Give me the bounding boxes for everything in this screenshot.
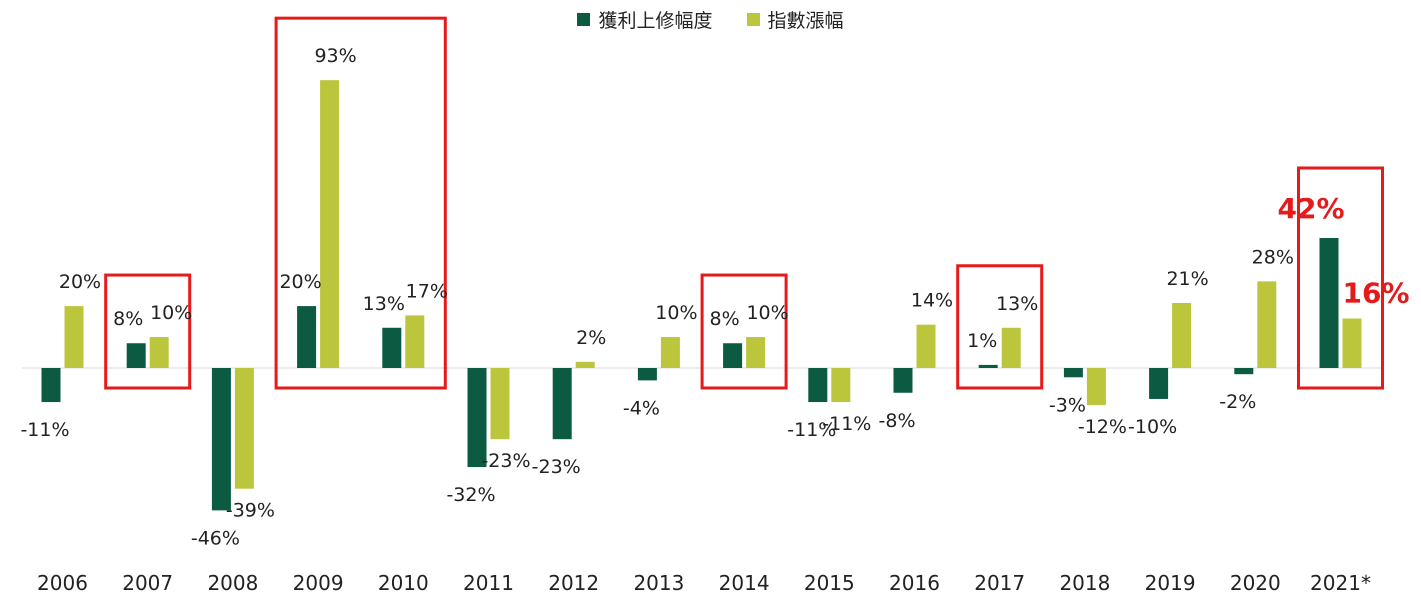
bar-earnings-2012: [552, 368, 572, 440]
legend-label-earnings: 獲利上修幅度: [598, 10, 713, 32]
x-tick-label: 2017: [974, 571, 1025, 595]
x-tick-label: 2008: [207, 571, 258, 595]
x-tick-label: 2013: [633, 571, 684, 595]
data-label-index: -12%: [1078, 416, 1127, 438]
data-label-earnings: -23%: [532, 456, 581, 478]
bar-index-2013: [660, 337, 680, 368]
bar-index-2016: [916, 324, 936, 368]
bar-index-2017: [1001, 327, 1021, 368]
bar-earnings-2007: [126, 343, 146, 368]
x-tick-label: 2009: [293, 571, 344, 595]
data-label-earnings: 13%: [363, 293, 405, 315]
bar-earnings-2021: [1319, 238, 1339, 368]
x-tick-label: 2015: [804, 571, 855, 595]
data-label-index: 16%: [1342, 276, 1409, 309]
data-label-earnings: -32%: [446, 484, 495, 506]
bar-earnings-2017: [978, 364, 998, 368]
bar-index-2007: [149, 337, 169, 368]
legend-swatch-earnings: [577, 13, 591, 26]
bar-index-2014: [746, 337, 766, 368]
x-tick-label: 2007: [122, 571, 173, 595]
legend-item-index: 指數漲幅: [746, 6, 844, 33]
data-label-index: 17%: [406, 280, 448, 302]
legend: 獲利上修幅度 指數漲幅: [0, 6, 1421, 33]
data-label-index: 10%: [150, 302, 192, 324]
x-tick-label: 2021*: [1310, 571, 1371, 595]
bar-index-2020: [1257, 281, 1277, 368]
bar-index-2008: [234, 368, 254, 489]
data-label-earnings: 20%: [279, 271, 321, 293]
data-label-earnings: -2%: [1219, 391, 1256, 413]
data-label-earnings: -4%: [623, 397, 660, 419]
x-tick-label: 2019: [1145, 571, 1196, 595]
data-label-earnings: 1%: [967, 330, 997, 352]
data-label-index: 93%: [314, 45, 356, 67]
x-tick-label: 2018: [1059, 571, 1110, 595]
bar-index-2011: [490, 368, 510, 440]
data-label-earnings: 8%: [710, 308, 740, 330]
data-label-index: 14%: [911, 290, 953, 312]
legend-item-earnings: 獲利上修幅度: [577, 6, 712, 33]
bar-earnings-2020: [1234, 368, 1254, 375]
data-label-earnings: -8%: [879, 410, 916, 432]
data-label-earnings: 42%: [1277, 192, 1344, 225]
highlight-box: [700, 273, 788, 390]
data-label-index: -23%: [481, 450, 530, 472]
data-label-earnings: -3%: [1049, 394, 1086, 416]
legend-label-index: 指數漲幅: [767, 10, 844, 32]
bar-earnings-2018: [1063, 368, 1083, 378]
data-label-earnings: 8%: [113, 308, 143, 330]
bar-earnings-2010: [382, 327, 402, 368]
highlight-box: [956, 264, 1044, 390]
data-label-earnings: -11%: [20, 419, 69, 441]
bar-earnings-2019: [1149, 368, 1169, 399]
bar-earnings-2014: [723, 343, 743, 368]
bar-index-2009: [320, 80, 340, 368]
x-tick-label: 2016: [889, 571, 940, 595]
data-label-index: 2%: [576, 327, 606, 349]
bar-index-2021: [1342, 318, 1362, 368]
bar-index-2012: [575, 361, 595, 368]
x-tick-label: 2010: [378, 571, 429, 595]
data-label-earnings: -11%: [787, 419, 836, 441]
x-tick-label: 2006: [37, 571, 88, 595]
bar-earnings-2009: [297, 306, 317, 368]
x-tick-label: 2020: [1230, 571, 1281, 595]
data-label-index: 28%: [1252, 246, 1294, 268]
x-tick-label: 2014: [719, 571, 770, 595]
highlight-box: [274, 16, 447, 390]
bar-index-2006: [64, 306, 84, 368]
x-tick-label: 2011: [463, 571, 514, 595]
legend-swatch-index: [746, 13, 760, 26]
bar-earnings-2006: [41, 368, 61, 403]
bar-earnings-2013: [637, 368, 657, 381]
bar-index-2015: [831, 368, 851, 403]
data-label-index: -11%: [822, 413, 871, 435]
bar-index-2018: [1086, 368, 1106, 406]
bar-earnings-2015: [808, 368, 828, 403]
data-label-index: 10%: [655, 302, 697, 324]
data-label-index: 13%: [996, 293, 1038, 315]
data-label-index: 10%: [746, 302, 788, 324]
bar-index-2019: [1172, 303, 1192, 368]
data-label-earnings: -46%: [191, 527, 240, 549]
data-label-earnings: -10%: [1128, 416, 1177, 438]
data-label-index: -39%: [226, 500, 275, 522]
highlight-box: [104, 273, 192, 390]
bar-earnings-2016: [893, 368, 913, 393]
data-label-index: 21%: [1166, 268, 1208, 290]
bar-earnings-2008: [211, 368, 231, 511]
x-tick-label: 2012: [548, 571, 599, 595]
highlight-box: [1297, 166, 1384, 390]
bar-earnings-2011: [467, 368, 487, 468]
data-label-index: 20%: [59, 271, 101, 293]
bar-index-2010: [405, 315, 425, 368]
